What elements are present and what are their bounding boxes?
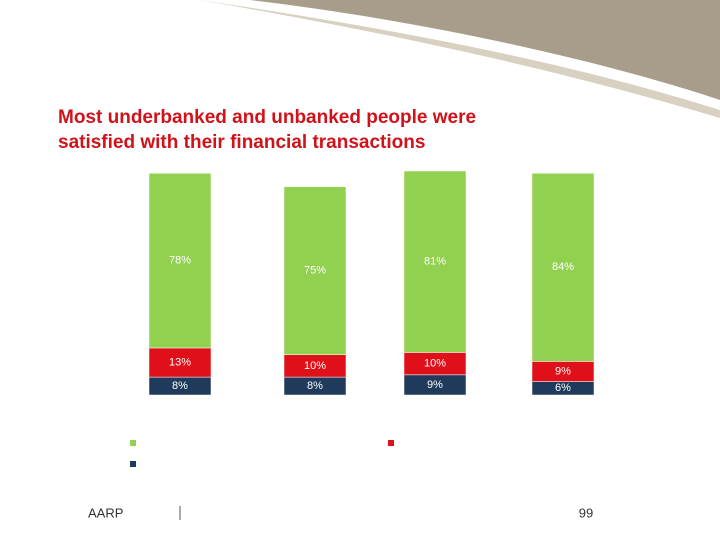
data-label: 84% xyxy=(552,261,574,273)
data-label: 13% xyxy=(169,356,191,368)
legend-swatch xyxy=(130,440,136,446)
title-line: Most underbanked and unbanked people wer… xyxy=(58,107,476,128)
data-label: 81% xyxy=(424,256,446,268)
header-decoration xyxy=(250,0,720,100)
bar-segment xyxy=(403,170,467,353)
bar-segment xyxy=(148,172,212,349)
data-label: 8% xyxy=(172,380,188,392)
data-label: 8% xyxy=(307,380,323,392)
title-line: satisfied with their financial transacti… xyxy=(58,132,425,153)
data-label: 10% xyxy=(424,358,446,370)
bar-segment xyxy=(531,172,595,362)
data-label: 9% xyxy=(555,365,571,377)
bar-segment xyxy=(283,186,347,355)
footer-brand: AARP xyxy=(88,505,123,520)
legend-swatch xyxy=(130,461,136,467)
data-label: 9% xyxy=(427,379,443,391)
page-number: 99 xyxy=(579,505,593,520)
data-label: 78% xyxy=(169,255,191,267)
data-label: 75% xyxy=(304,265,326,277)
legend-swatch xyxy=(388,440,394,446)
bar-segment xyxy=(148,347,212,378)
slide-title: Most underbanked and unbanked people wer… xyxy=(58,107,481,153)
data-label: 6% xyxy=(555,382,571,394)
data-label: 10% xyxy=(304,360,326,372)
